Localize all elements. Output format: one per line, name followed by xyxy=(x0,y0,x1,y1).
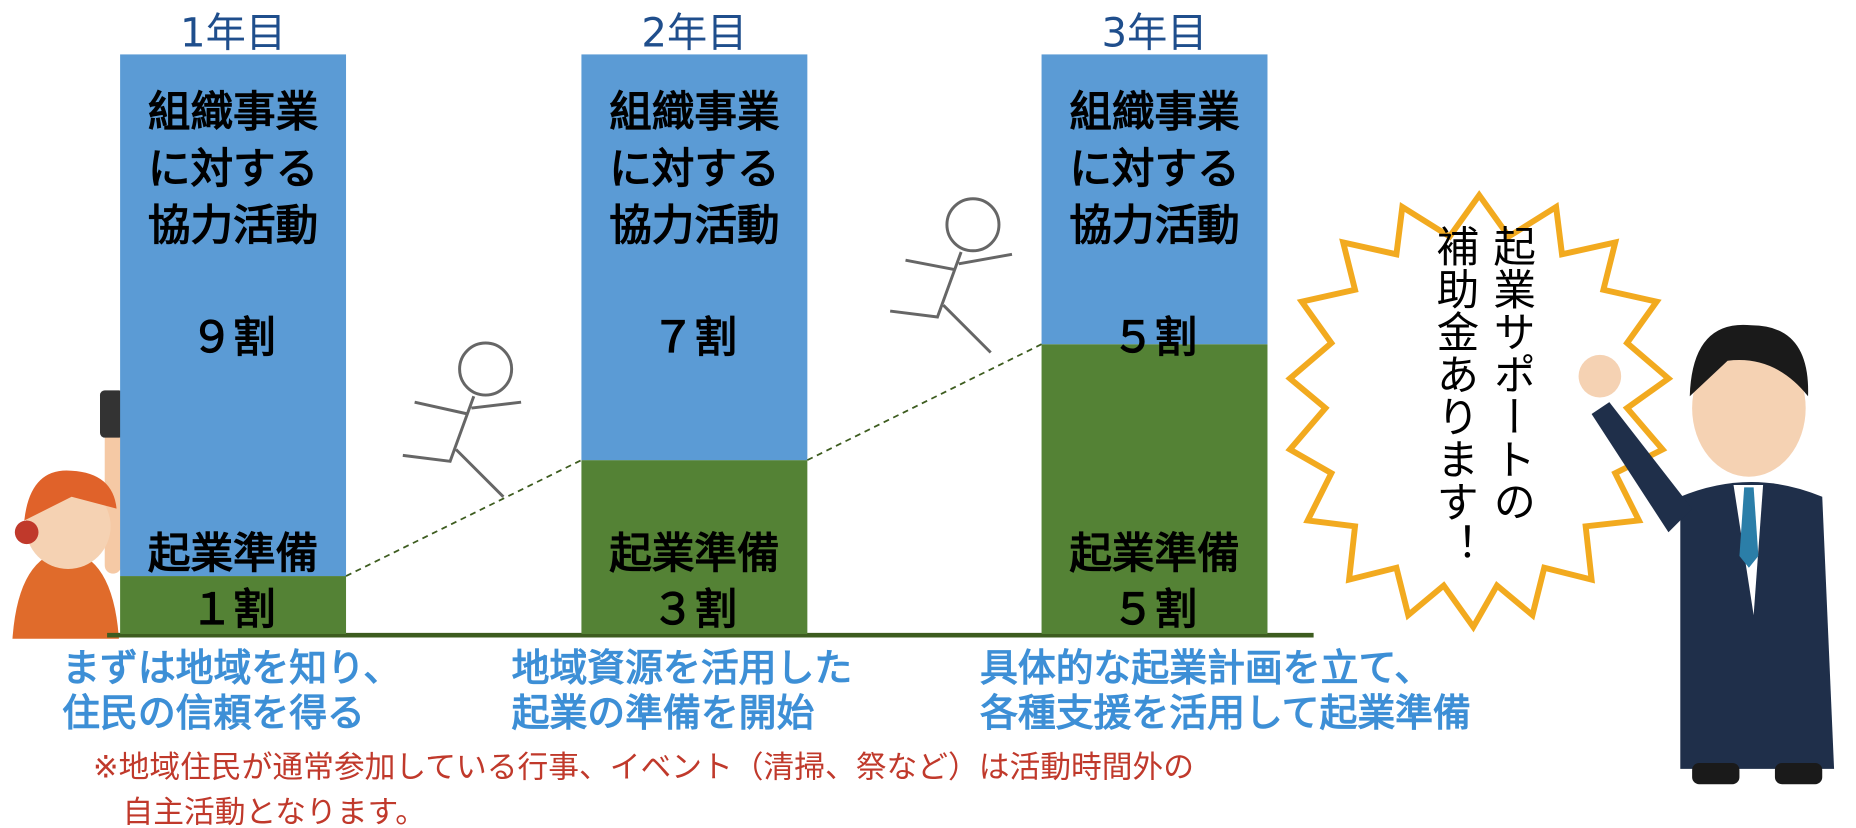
caption: 住民の信頼を得る xyxy=(62,691,365,735)
category-label: 2年目 xyxy=(641,10,747,56)
bar-segment xyxy=(120,576,347,635)
note: ※地域住民が通常参加している行事、イベント（清掃、祭など）は活動時間外の xyxy=(93,749,1194,785)
value-label: ７割 xyxy=(652,313,737,363)
category-label: 3年目 xyxy=(1102,10,1208,56)
segment-name-box: 起業準備 xyxy=(609,529,780,579)
note: 自主活動となります。 xyxy=(122,794,426,828)
callout-burst xyxy=(1285,190,1674,633)
runner xyxy=(402,341,522,498)
category-label: 1年目 xyxy=(180,10,286,56)
caption: 起業の準備を開始 xyxy=(512,691,815,735)
callout-text-box: 起業サポートの xyxy=(1486,224,1535,523)
value-label: ９割 xyxy=(190,313,275,363)
value-label: １割 xyxy=(190,585,275,635)
caption: 地域資源を活用した xyxy=(512,646,853,690)
businessman xyxy=(1578,324,1835,785)
segment-name: 起業準備 xyxy=(1069,529,1240,579)
segment-name: 組織事業に対する協力活動 xyxy=(609,88,780,251)
segment-name: 起業準備 xyxy=(147,529,319,579)
bar-segment xyxy=(581,54,808,461)
progress-line xyxy=(806,343,1042,461)
caption: 各種支援を活用して起業準備 xyxy=(980,691,1471,735)
bar-segment xyxy=(120,54,347,577)
segment-name-box: 起業準備 xyxy=(1069,529,1240,579)
value-label: ３割 xyxy=(652,585,737,635)
bar-segment xyxy=(1041,344,1268,635)
callout-text: 補助金あります！ xyxy=(1429,224,1479,566)
progress-line xyxy=(345,459,582,577)
segment-name-box: 起業準備 xyxy=(147,529,319,579)
segment-name-box: 組織事業に対する協力活動 xyxy=(609,88,780,251)
starter-girl xyxy=(12,390,124,639)
segment-name-box: 組織事業に対する協力活動 xyxy=(1069,88,1240,251)
runner xyxy=(889,197,1013,354)
caption: 具体的な起業計画を立て、 xyxy=(980,646,1432,690)
value-label: ５割 xyxy=(1112,313,1197,363)
segment-name: 組織事業に対する協力活動 xyxy=(1069,88,1240,251)
segment-name-box: 組織事業に対する協力活動 xyxy=(147,88,319,251)
callout-text-box: 補助金あります！ xyxy=(1429,224,1479,566)
bar-segment xyxy=(581,460,808,635)
bar-segment xyxy=(1041,54,1268,345)
callout-text: 起業サポートの xyxy=(1486,224,1535,523)
segment-name: 組織事業に対する協力活動 xyxy=(147,88,319,251)
caption: まずは地域を知り、 xyxy=(62,646,401,690)
value-label: ５割 xyxy=(1112,585,1197,635)
segment-name: 起業準備 xyxy=(609,529,780,579)
